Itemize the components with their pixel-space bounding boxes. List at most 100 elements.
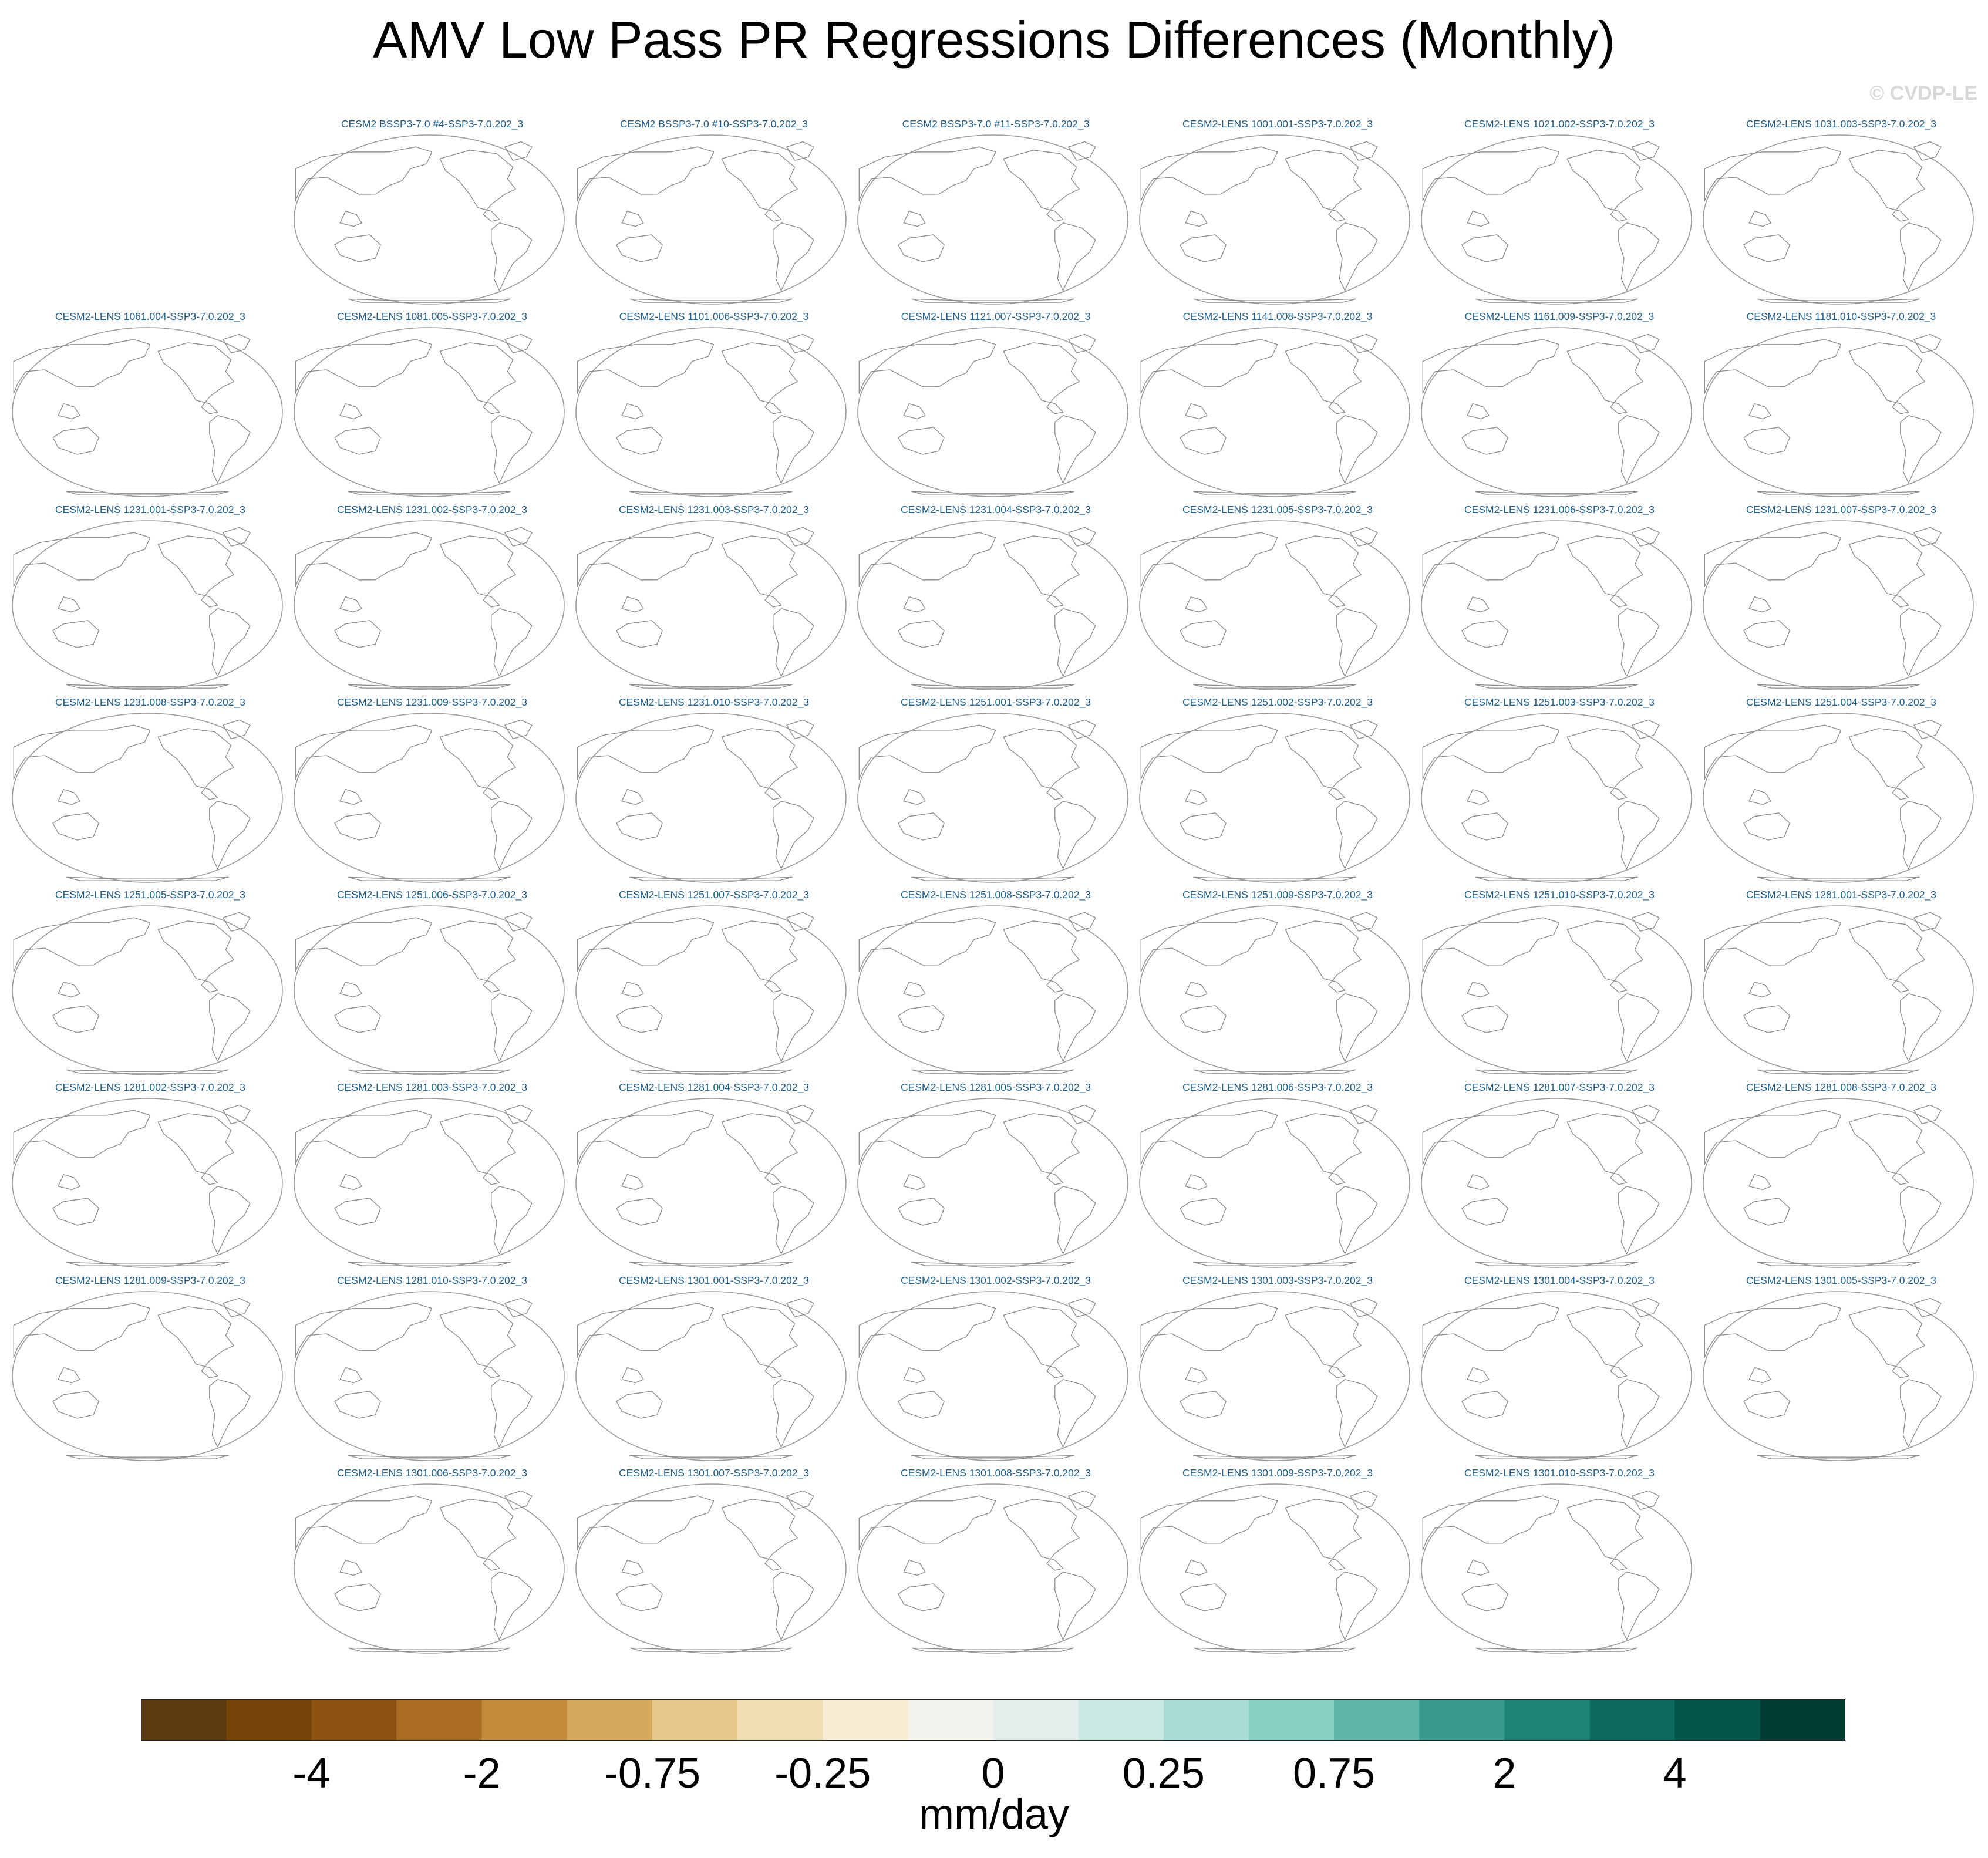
coastline [1743, 1391, 1790, 1419]
coastline [616, 234, 663, 262]
coastline [1350, 912, 1378, 932]
coastline [1757, 684, 1920, 689]
coastline [1180, 812, 1227, 841]
map-boundary [294, 520, 565, 690]
coastline [491, 222, 533, 291]
coastline [1748, 210, 1771, 227]
coastline [491, 1186, 533, 1255]
coastline [773, 1572, 814, 1640]
coastline [1350, 527, 1378, 547]
coastline [52, 620, 99, 648]
colorbar-swatch [993, 1699, 1079, 1741]
coastline [773, 993, 814, 1062]
coastline [295, 1110, 433, 1165]
map-panel: CESM2-LENS 1281.007-SSP3-7.0.202_3 [1418, 1081, 1700, 1273]
coastline [903, 788, 926, 805]
coastline [1566, 342, 1643, 414]
colorbar-swatch [1674, 1699, 1761, 1741]
map-projection [1139, 327, 1410, 497]
coastline [1285, 1499, 1362, 1571]
coastline [903, 1367, 926, 1384]
panel-title: CESM2-LENS 1281.005-SSP3-7.0.202_3 [901, 1081, 1091, 1093]
coastline [1704, 917, 1842, 972]
coastline [1757, 491, 1920, 495]
map-panel: CESM2-LENS 1251.006-SSP3-7.0.202_3 [291, 888, 573, 1081]
coastline [577, 532, 715, 587]
map-boundary [1703, 713, 1974, 883]
coastline [1467, 403, 1490, 420]
coastline [1475, 1647, 1638, 1652]
map-projection [575, 327, 847, 497]
coastline [903, 981, 926, 998]
coastline [339, 981, 362, 998]
coastline [1566, 920, 1643, 993]
map-boundary [1703, 520, 1974, 690]
coastline [1422, 1110, 1560, 1165]
coastline [1748, 788, 1771, 805]
map-panel: CESM2-LENS 1031.003-SSP3-7.0.202_3 [1700, 117, 1982, 310]
panel-title: CESM2-LENS 1281.007-SSP3-7.0.202_3 [1464, 1081, 1655, 1093]
map-projection [294, 1483, 565, 1654]
panel-title: CESM2 BSSP3-7.0 #11-SSP3-7.0.202_3 [902, 118, 1090, 130]
coastline [1632, 1490, 1660, 1510]
map-panel: CESM2-LENS 1301.010-SSP3-7.0.202_3 [1418, 1466, 1700, 1659]
map-boundary [1139, 905, 1410, 1075]
coastline [157, 1306, 234, 1378]
map-panel: CESM2-LENS 1301.002-SSP3-7.0.202_3 [855, 1274, 1137, 1466]
coastline [621, 981, 644, 998]
colorbar-swatch [1589, 1699, 1676, 1741]
coastline [786, 527, 814, 547]
coastline [621, 1367, 644, 1384]
map-panel: CESM2-LENS 1001.001-SSP3-7.0.202_3 [1137, 117, 1418, 310]
map-panel: CESM2-LENS 1301.003-SSP3-7.0.202_3 [1137, 1274, 1418, 1466]
map-projection [12, 520, 283, 690]
coastline [58, 981, 80, 998]
map-panel: CESM2-LENS 1231.002-SSP3-7.0.202_3 [291, 503, 573, 696]
coastline [616, 1391, 663, 1419]
coastline [439, 1306, 516, 1378]
coastline [1140, 339, 1278, 394]
coastline [1003, 1113, 1080, 1185]
map-projection [575, 1483, 847, 1654]
coastline [1054, 801, 1096, 869]
coastline [348, 1069, 511, 1074]
map-boundary [294, 713, 565, 883]
colorbar-tick-label: 0 [981, 1750, 1005, 1797]
coastline [223, 527, 251, 547]
panel-title: CESM2-LENS 1251.001-SSP3-7.0.202_3 [901, 696, 1091, 708]
watermark: © CVDP-LE [1869, 82, 1977, 104]
colorbar-swatch [1248, 1699, 1335, 1741]
coastline [773, 415, 814, 484]
coastline [1003, 150, 1080, 222]
panel-title: CESM2-LENS 1251.006-SSP3-7.0.202_3 [337, 889, 527, 901]
map-boundary [1421, 1098, 1692, 1268]
coastline [1180, 1583, 1227, 1611]
coastline [629, 298, 793, 303]
coastline [1068, 1104, 1096, 1124]
coastline [504, 719, 533, 739]
panel-title: CESM2 BSSP3-7.0 #10-SSP3-7.0.202_3 [619, 118, 808, 130]
coastline [1140, 1303, 1278, 1358]
coastline [1566, 535, 1643, 608]
coastline [1900, 801, 1942, 869]
coastline [1054, 1379, 1096, 1448]
coastline [1704, 339, 1842, 394]
coastline [1757, 1455, 1920, 1459]
coastline [1140, 1495, 1278, 1550]
coastline [1336, 415, 1378, 484]
coastline [1461, 1391, 1508, 1419]
coastline [157, 728, 234, 800]
coastline [1285, 728, 1362, 800]
map-panel: CESM2-LENS 1301.008-SSP3-7.0.202_3 [855, 1466, 1137, 1659]
coastline [773, 608, 814, 677]
coastline [1461, 427, 1508, 455]
map-projection [575, 1291, 847, 1461]
coastline [1913, 141, 1942, 161]
coastline [348, 1647, 511, 1652]
map-panel: CESM2-LENS 1301.001-SSP3-7.0.202_3 [573, 1274, 855, 1466]
coastline [621, 1559, 644, 1576]
coastline [209, 608, 251, 677]
map-boundary [1139, 1483, 1410, 1654]
coastline [1632, 527, 1660, 547]
coastline [898, 812, 945, 841]
